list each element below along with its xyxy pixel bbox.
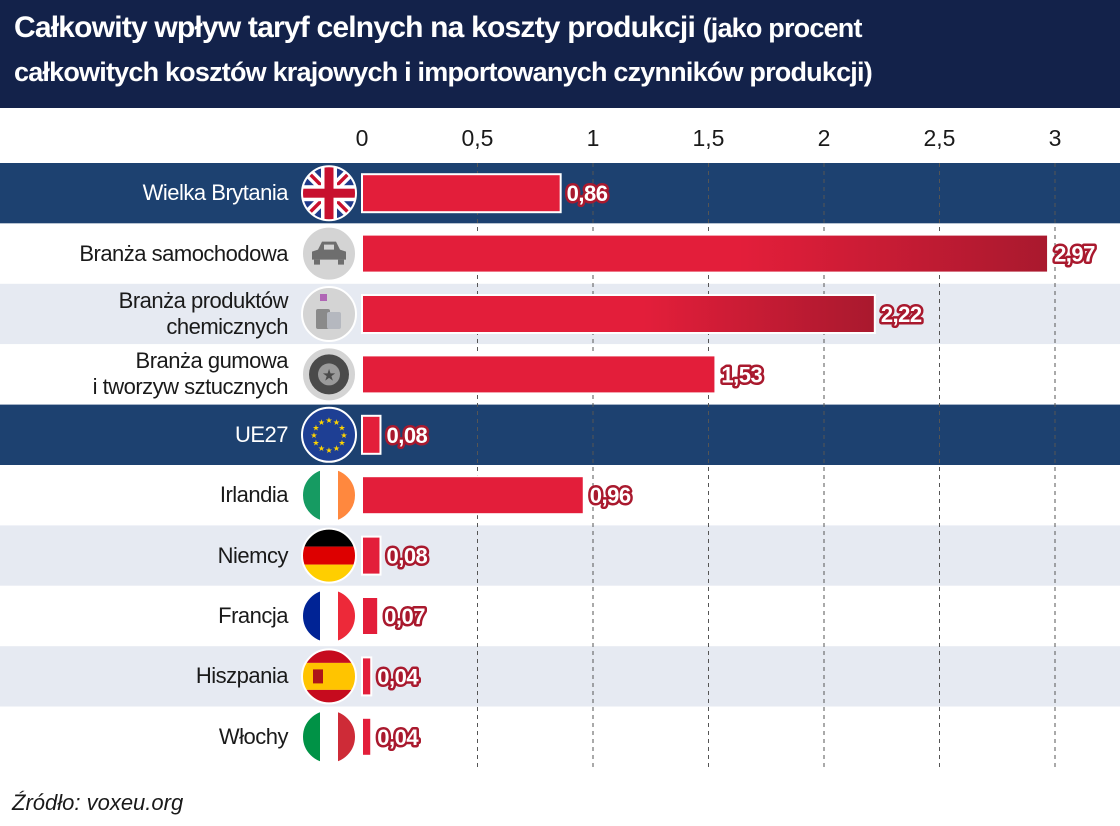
bar [361,716,373,757]
x-tick-label: 2,5 [924,125,956,151]
category-label: Wielka Brytania [142,180,289,206]
bar [361,354,717,395]
bar [361,233,1050,274]
category-label: Niemcy [217,542,289,568]
value-label: 2,97 [1054,242,1095,267]
value-label: 0,04 [377,725,419,750]
germany-flag-icon [301,527,357,584]
chemical-bottles-icon [301,286,357,342]
chart-subtitle-part2: całkowitych kosztów krajowych i importow… [14,57,873,87]
value-label: 0,08 [386,544,427,569]
svg-text:★: ★ [312,438,319,447]
bar [361,596,380,636]
bar [361,294,876,334]
svg-text:★: ★ [340,431,347,440]
svg-text:★: ★ [333,444,340,453]
category-label: Branża gumowa i tworzyw sztucznych [92,348,289,400]
value-label: 1,53 [721,362,762,387]
category-label: Francja [218,603,288,628]
value-label: 2,22 [881,302,922,327]
x-tick-label: 1,5 [693,125,725,151]
bar [361,535,382,576]
value-label: 0,08 [386,423,427,448]
uk-flag-icon [301,165,357,222]
svg-text:★: ★ [325,416,332,425]
france-flag-icon [301,588,357,644]
svg-text:★: ★ [338,438,345,447]
x-tick-label: 0,5 [462,125,494,151]
chart-header: Całkowity wpływ taryf celnych na koszty … [0,0,1120,108]
value-label: 0,04 [377,664,419,689]
x-tick-label: 1 [587,125,600,151]
bar [361,414,382,455]
svg-text:★: ★ [312,423,319,432]
source-note: Źródło: voxeu.org [12,790,184,815]
bar [361,173,562,214]
ireland-flag-icon [301,467,357,524]
category-label: Branża samochodowa [79,240,288,266]
category-label: Irlandia [219,482,289,508]
row-background [0,646,1120,707]
italy-flag-icon [301,708,357,765]
svg-text:★: ★ [310,431,317,440]
car-icon [301,225,357,282]
value-label: 0,07 [384,604,425,629]
x-tick-label: 0 [356,125,369,151]
eu-flag-icon: ★★★★★★★★★ ★ ★★ [301,406,357,463]
row-background [0,525,1120,586]
title-line-1: Całkowity wpływ taryf celnych na koszty … [14,6,1106,50]
bar [361,656,373,697]
x-tick-label: 2 [818,125,831,151]
row-background [0,585,1120,647]
chart-area: 0 0,5 1 1,5 2 2,5 3 0,86 2,97 2,22 ★ 1,53 ★ ★ ★ ★ ★ ★ ★ ★ ★ ★… [0,108,1120,778]
bar [361,475,585,516]
chart-subtitle-part1: (jako procent [702,13,863,43]
svg-text:★: ★ [318,444,325,453]
row-background [0,706,1120,767]
chart-title: Całkowity wpływ taryf celnych na koszty … [14,11,696,44]
svg-text:★: ★ [318,418,325,427]
category-label: Branża produktów chemicznych [118,288,289,339]
svg-text:★: ★ [322,365,336,384]
svg-text:★: ★ [338,423,345,432]
category-label: Hiszpania [195,663,289,689]
svg-text:★: ★ [333,418,340,427]
row-background [0,404,1120,465]
category-label: Włochy [218,723,289,749]
x-tick-label: 3 [1049,125,1062,151]
category-label: UE27 [234,421,289,447]
value-label: 0,86 [567,181,608,206]
value-label: 0,96 [590,483,631,508]
tire-icon: ★ [301,346,357,403]
spain-flag-icon [301,648,357,705]
svg-text:★: ★ [325,446,332,455]
bar-chart: 0 0,5 1 1,5 2 2,5 30,862,972,22★ 1,53★★★★★★★★★ ★… [0,125,1120,767]
